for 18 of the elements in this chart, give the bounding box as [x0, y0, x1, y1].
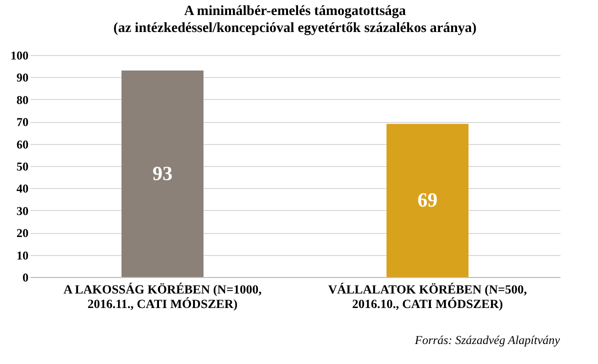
data-label: 93: [152, 162, 172, 185]
y-tick-label: 80: [16, 92, 28, 107]
y-tick-label: 40: [16, 182, 28, 196]
y-tick-label: 0: [22, 270, 28, 284]
data-label: 69: [418, 189, 438, 212]
y-tick-label: 50: [16, 160, 28, 174]
y-tick-label: 70: [16, 115, 28, 130]
chart-subtitle: (az intézkedéssel/koncepcióval egyetértők százalékos aránya): [113, 21, 477, 36]
y-tick-label: 60: [16, 137, 28, 152]
x-tick-label: A LAKOSSÁG KÖRÉBEN (N=1000, 2016.11., CATI MÓDSZER): [63, 282, 262, 311]
x-tick-label: VÁLLALATOK KÖRÉBEN (N=500, 2016.10., CATI MÓDSZER): [328, 282, 527, 311]
y-tick-label: 20: [16, 226, 28, 240]
text: Forrás: Századvég Alapítvány: [414, 333, 561, 347]
y-tick-label: 10: [16, 248, 28, 262]
y-tick-label: 90: [16, 70, 28, 85]
y-tick-label: 100: [10, 48, 28, 62]
chart-title: A minimálbér-emelés támogatottsága: [184, 4, 406, 19]
y-tick-label: 30: [16, 204, 28, 218]
